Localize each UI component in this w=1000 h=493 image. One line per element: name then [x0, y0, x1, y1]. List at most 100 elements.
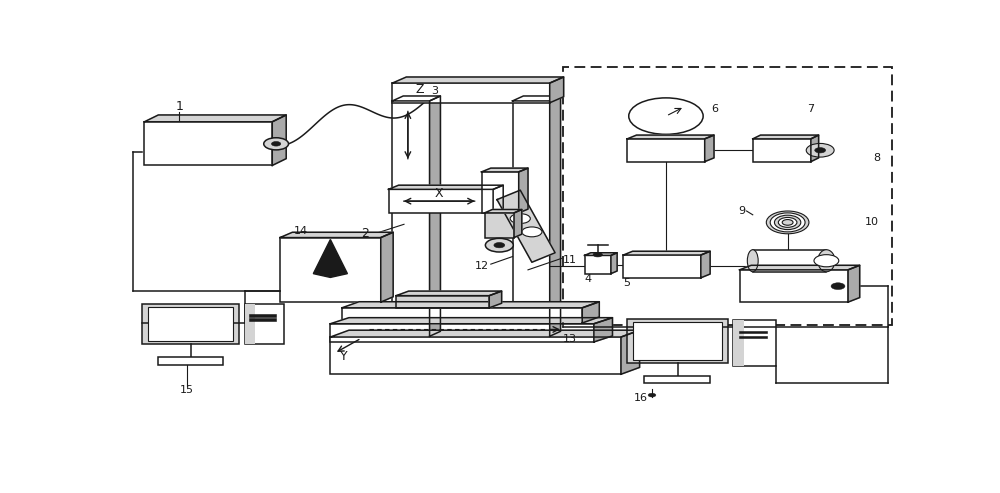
Text: 7: 7 — [807, 104, 814, 113]
Polygon shape — [623, 251, 710, 255]
Circle shape — [522, 227, 542, 237]
Circle shape — [806, 143, 834, 157]
Polygon shape — [330, 317, 612, 324]
Text: 13: 13 — [563, 334, 577, 344]
Text: 1: 1 — [175, 100, 183, 113]
Polygon shape — [519, 168, 528, 213]
Text: 8: 8 — [873, 153, 880, 163]
Bar — [753, 139, 811, 162]
Polygon shape — [621, 330, 640, 374]
Polygon shape — [627, 135, 714, 139]
Polygon shape — [430, 96, 440, 336]
Polygon shape — [381, 232, 393, 302]
Circle shape — [494, 243, 505, 248]
Polygon shape — [585, 253, 617, 255]
Bar — [158, 357, 223, 365]
Polygon shape — [392, 77, 564, 83]
Bar — [280, 238, 381, 302]
Bar — [392, 101, 430, 336]
Text: X: X — [435, 187, 443, 201]
Polygon shape — [482, 168, 528, 172]
Circle shape — [831, 283, 845, 289]
Polygon shape — [848, 265, 860, 302]
Bar — [245, 304, 255, 344]
Bar — [633, 322, 722, 360]
Polygon shape — [388, 185, 503, 189]
Bar — [148, 307, 233, 341]
Polygon shape — [272, 115, 286, 166]
Polygon shape — [493, 185, 503, 213]
Polygon shape — [280, 232, 393, 238]
Circle shape — [510, 213, 530, 223]
Bar — [249, 314, 276, 317]
Polygon shape — [740, 265, 860, 270]
Bar — [482, 172, 519, 213]
Bar — [740, 270, 848, 302]
Text: 6: 6 — [712, 104, 719, 113]
Ellipse shape — [818, 250, 835, 272]
Text: 15: 15 — [180, 385, 194, 395]
Circle shape — [815, 147, 826, 153]
Bar — [733, 320, 744, 365]
Ellipse shape — [747, 250, 758, 272]
Text: 12: 12 — [475, 261, 489, 271]
Polygon shape — [701, 251, 710, 278]
Bar — [644, 376, 710, 383]
Polygon shape — [512, 96, 561, 101]
Polygon shape — [497, 190, 555, 262]
Polygon shape — [753, 135, 819, 139]
Text: 2: 2 — [361, 227, 369, 240]
Bar — [142, 304, 239, 344]
Bar — [739, 331, 767, 333]
Text: 11: 11 — [563, 255, 577, 265]
Bar — [144, 122, 272, 166]
Text: 9: 9 — [738, 206, 745, 216]
Polygon shape — [489, 291, 502, 308]
Bar — [388, 189, 493, 213]
Bar — [753, 250, 826, 272]
Polygon shape — [582, 302, 599, 323]
Ellipse shape — [770, 213, 805, 232]
Circle shape — [629, 98, 703, 134]
Polygon shape — [550, 96, 561, 336]
Bar — [245, 304, 284, 344]
Bar — [627, 139, 705, 162]
Polygon shape — [392, 96, 440, 101]
Circle shape — [648, 393, 656, 397]
Polygon shape — [514, 210, 522, 238]
Bar — [563, 67, 892, 325]
Ellipse shape — [778, 217, 797, 227]
Bar — [342, 308, 582, 323]
Text: 14: 14 — [294, 226, 308, 236]
Bar — [396, 296, 489, 308]
Ellipse shape — [774, 215, 801, 230]
Text: 10: 10 — [865, 217, 879, 227]
Polygon shape — [594, 317, 612, 342]
Bar — [330, 324, 594, 342]
Bar — [739, 336, 767, 338]
Text: Y: Y — [340, 350, 348, 362]
Polygon shape — [705, 135, 714, 162]
Polygon shape — [550, 77, 564, 103]
Bar — [392, 83, 550, 103]
Circle shape — [593, 252, 602, 257]
Ellipse shape — [782, 219, 793, 225]
Bar — [585, 255, 611, 274]
Text: 4: 4 — [585, 274, 592, 283]
Text: 5: 5 — [623, 278, 630, 288]
Text: 3: 3 — [431, 86, 438, 97]
Text: 16: 16 — [633, 393, 647, 403]
Circle shape — [814, 255, 839, 267]
Text: Z: Z — [416, 83, 424, 96]
Polygon shape — [396, 291, 502, 296]
Bar — [249, 318, 276, 321]
Polygon shape — [144, 115, 286, 122]
Ellipse shape — [766, 211, 809, 234]
Bar — [627, 319, 728, 363]
Polygon shape — [342, 302, 599, 308]
Circle shape — [485, 238, 513, 252]
Polygon shape — [330, 330, 640, 337]
Bar — [485, 213, 514, 238]
Circle shape — [271, 141, 281, 146]
Bar — [733, 320, 776, 365]
